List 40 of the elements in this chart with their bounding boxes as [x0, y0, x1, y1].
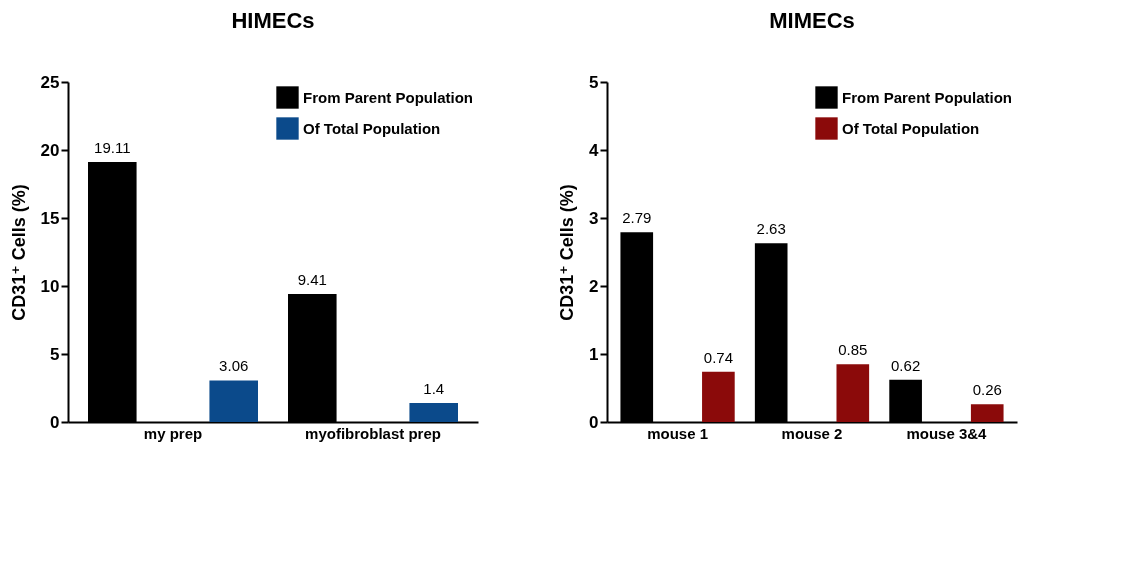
data-label: 2.63 — [756, 220, 786, 238]
y-axis-title: CD31⁺ Cells (%) — [557, 184, 578, 321]
chart-title: HIMECs — [231, 8, 315, 33]
y-tick-label: 25 — [40, 72, 60, 92]
y-tick-label: 3 — [589, 208, 599, 228]
legend-label: From Parent Population — [303, 88, 474, 106]
x-tick-label: my prep — [143, 424, 203, 442]
x-tick-label: mouse 1 — [647, 424, 708, 442]
y-axis-title: CD31⁺ Cells (%) — [8, 184, 29, 321]
y-tick-label: 15 — [40, 208, 60, 228]
y-tick-label: 0 — [589, 412, 599, 432]
bar — [702, 371, 735, 422]
y-tick-label: 5 — [50, 344, 60, 364]
x-tick-label: myofibroblast prep — [305, 424, 441, 442]
bar — [409, 402, 458, 422]
legend-label: Of Total Population — [303, 119, 441, 137]
bar — [970, 404, 1004, 422]
data-label: 2.79 — [622, 209, 652, 227]
legend-label: Of Total Population — [842, 119, 980, 137]
y-tick-label: 4 — [589, 140, 600, 160]
data-label: 0.74 — [703, 348, 733, 366]
data-label: 1.4 — [423, 379, 445, 397]
data-label: 3.06 — [219, 357, 249, 375]
chart-title: MIMECs — [769, 8, 855, 33]
data-label: 0.85 — [838, 341, 868, 359]
legend-label: From Parent Population — [842, 88, 1013, 106]
x-tick-label: mouse 3&4 — [906, 424, 988, 442]
data-label: 9.41 — [297, 271, 327, 289]
bar — [209, 380, 258, 422]
data-label: 0.62 — [891, 356, 921, 374]
data-label: 0.26 — [972, 381, 1002, 399]
x-tick-label: mouse 2 — [781, 424, 843, 442]
y-tick-label: 10 — [40, 276, 60, 296]
y-tick-label: 0 — [50, 412, 60, 432]
bar — [836, 364, 870, 422]
y-tick-label: 2 — [589, 276, 599, 296]
y-tick-label: 5 — [589, 72, 599, 92]
y-tick-label: 1 — [589, 344, 599, 364]
y-tick-label: 20 — [40, 140, 60, 160]
data-label: 19.11 — [94, 139, 131, 157]
